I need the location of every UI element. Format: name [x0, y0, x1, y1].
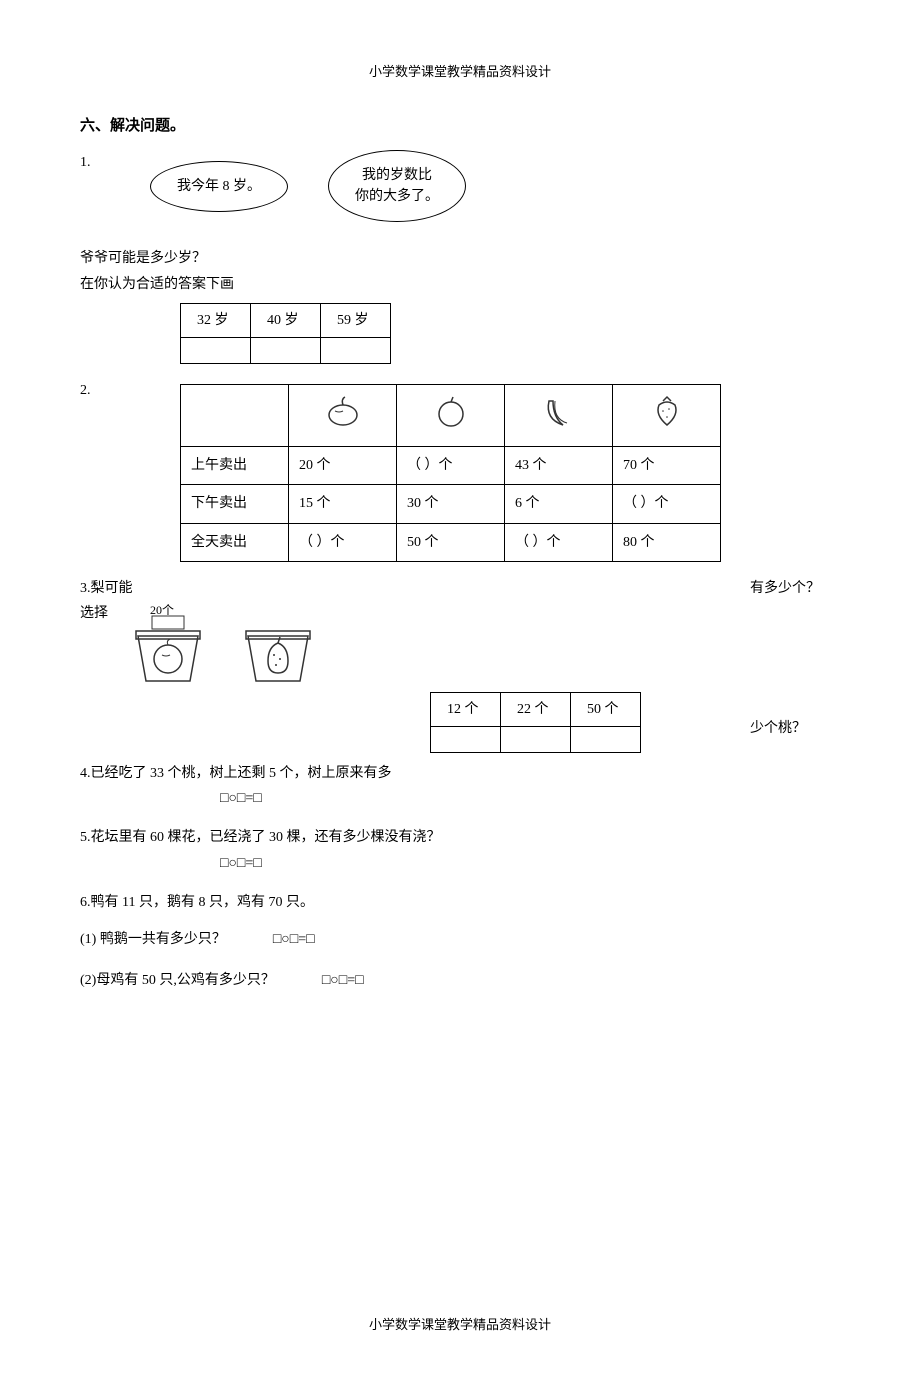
q1-line1: 爷爷可能是多少岁？: [80, 246, 840, 271]
q3-text-right: 有多少个？: [750, 576, 820, 601]
q4-text-right: 少个桃？: [750, 716, 806, 741]
sales-table: 上午卖出 20 个 （ ）个 43 个 70 个 下午卖出 15 个 30 个 …: [180, 384, 721, 562]
question-2: 2. 上午卖出 20 个 （ ）个: [80, 378, 840, 562]
cell-r2c4: （ ）个: [613, 485, 721, 523]
speech-bubble-right: 我的岁数比 你的大多了。: [328, 150, 466, 222]
question-5: 5.花坛里有 60 棵花，已经浇了 30 棵，还有多少棵没有浇？ □○□=□: [80, 825, 840, 875]
q5-text: 5.花坛里有 60 棵花，已经浇了 30 棵，还有多少棵没有浇？: [80, 830, 441, 845]
q6-eq1: □○□=□: [273, 932, 315, 947]
cell-r3c3: （ ）个: [505, 523, 613, 561]
page-header: 小学数学课堂教学精品资料设计: [80, 60, 840, 83]
cell-r1c1: 20 个: [289, 447, 397, 485]
fruit-icon-strawberry: [613, 384, 721, 446]
bubble-right-line1: 我的岁数比: [355, 165, 439, 186]
basket-label: 20个: [150, 600, 174, 622]
q3-text-left: 3.梨可能: [80, 576, 133, 601]
q6-part1: (1) 鸭鹅一共有多少只？: [80, 932, 226, 947]
cell-r3c2: 50 个: [397, 523, 505, 561]
q4-text: 4.已经吃了 33 个桃，树上还剩 5 个，树上原来有多: [80, 766, 392, 781]
q4-equation: □○□=□: [220, 786, 840, 811]
q1-opt-2: 40 岁: [251, 303, 321, 337]
q1-line2: 在你认为合适的答案下画: [80, 272, 840, 297]
fruit-icon-apple: [397, 384, 505, 446]
q3-opt-2: 22 个: [501, 692, 571, 726]
basket-pears-icon: [238, 611, 318, 686]
fruit-icon-pumpkin: [289, 384, 397, 446]
row-morning-label: 上午卖出: [181, 447, 289, 485]
q6-text: 6.鸭有 11 只，鹅有 8 只，鸡有 70 只。: [80, 890, 840, 915]
row-afternoon-label: 下午卖出: [181, 485, 289, 523]
q6-part2: (2)母鸡有 50 只,公鸡有多少只？: [80, 973, 275, 988]
q5-equation: □○□=□: [220, 851, 840, 876]
q3-opt-3: 50 个: [571, 692, 641, 726]
q6-eq2: □○□=□: [322, 973, 364, 988]
q1-opt-1: 32 岁: [181, 303, 251, 337]
q3-opt-1: 12 个: [431, 692, 501, 726]
q3-answer-table: 12 个 22 个 50 个: [430, 692, 641, 753]
basket-apples-icon: [128, 611, 208, 686]
fruit-icon-banana: [505, 384, 613, 446]
question-6: 6.鸭有 11 只，鹅有 8 只，鸡有 70 只。 (1) 鸭鹅一共有多少只？ …: [80, 890, 840, 994]
cell-r2c3: 6 个: [505, 485, 613, 523]
q1-number: 1.: [80, 150, 100, 175]
cell-r2c2: 30 个: [397, 485, 505, 523]
cell-r1c3: 43 个: [505, 447, 613, 485]
cell-r2c1: 15 个: [289, 485, 397, 523]
q1-answer-table: 32 岁 40 岁 59 岁: [180, 303, 391, 364]
q2-number: 2.: [80, 378, 100, 403]
q1-opt-3: 59 岁: [321, 303, 391, 337]
question-1: 1. 我今年 8 岁。 我的岁数比 你的大多了。 爷爷可能是多少岁？ 在你认为合…: [80, 150, 840, 364]
cell-r3c1: （ ）个: [289, 523, 397, 561]
q3-select-label: 选择: [80, 601, 108, 626]
cell-r1c2: （ ）个: [397, 447, 505, 485]
cell-r1c4: 70 个: [613, 447, 721, 485]
page-footer: 小学数学课堂教学精品资料设计: [80, 1313, 840, 1336]
cell-r3c4: 80 个: [613, 523, 721, 561]
section-title: 六、解决问题。: [80, 113, 840, 140]
question-4: 4.已经吃了 33 个桃，树上还剩 5 个，树上原来有多 □○□=□: [80, 761, 840, 811]
row-allday-label: 全天卖出: [181, 523, 289, 561]
question-3: 3.梨可能 有多少个？ 少个桃？ 选择 20个 12 个: [80, 576, 840, 753]
bubble-right-line2: 你的大多了。: [355, 186, 439, 207]
speech-bubble-left: 我今年 8 岁。: [150, 161, 288, 212]
